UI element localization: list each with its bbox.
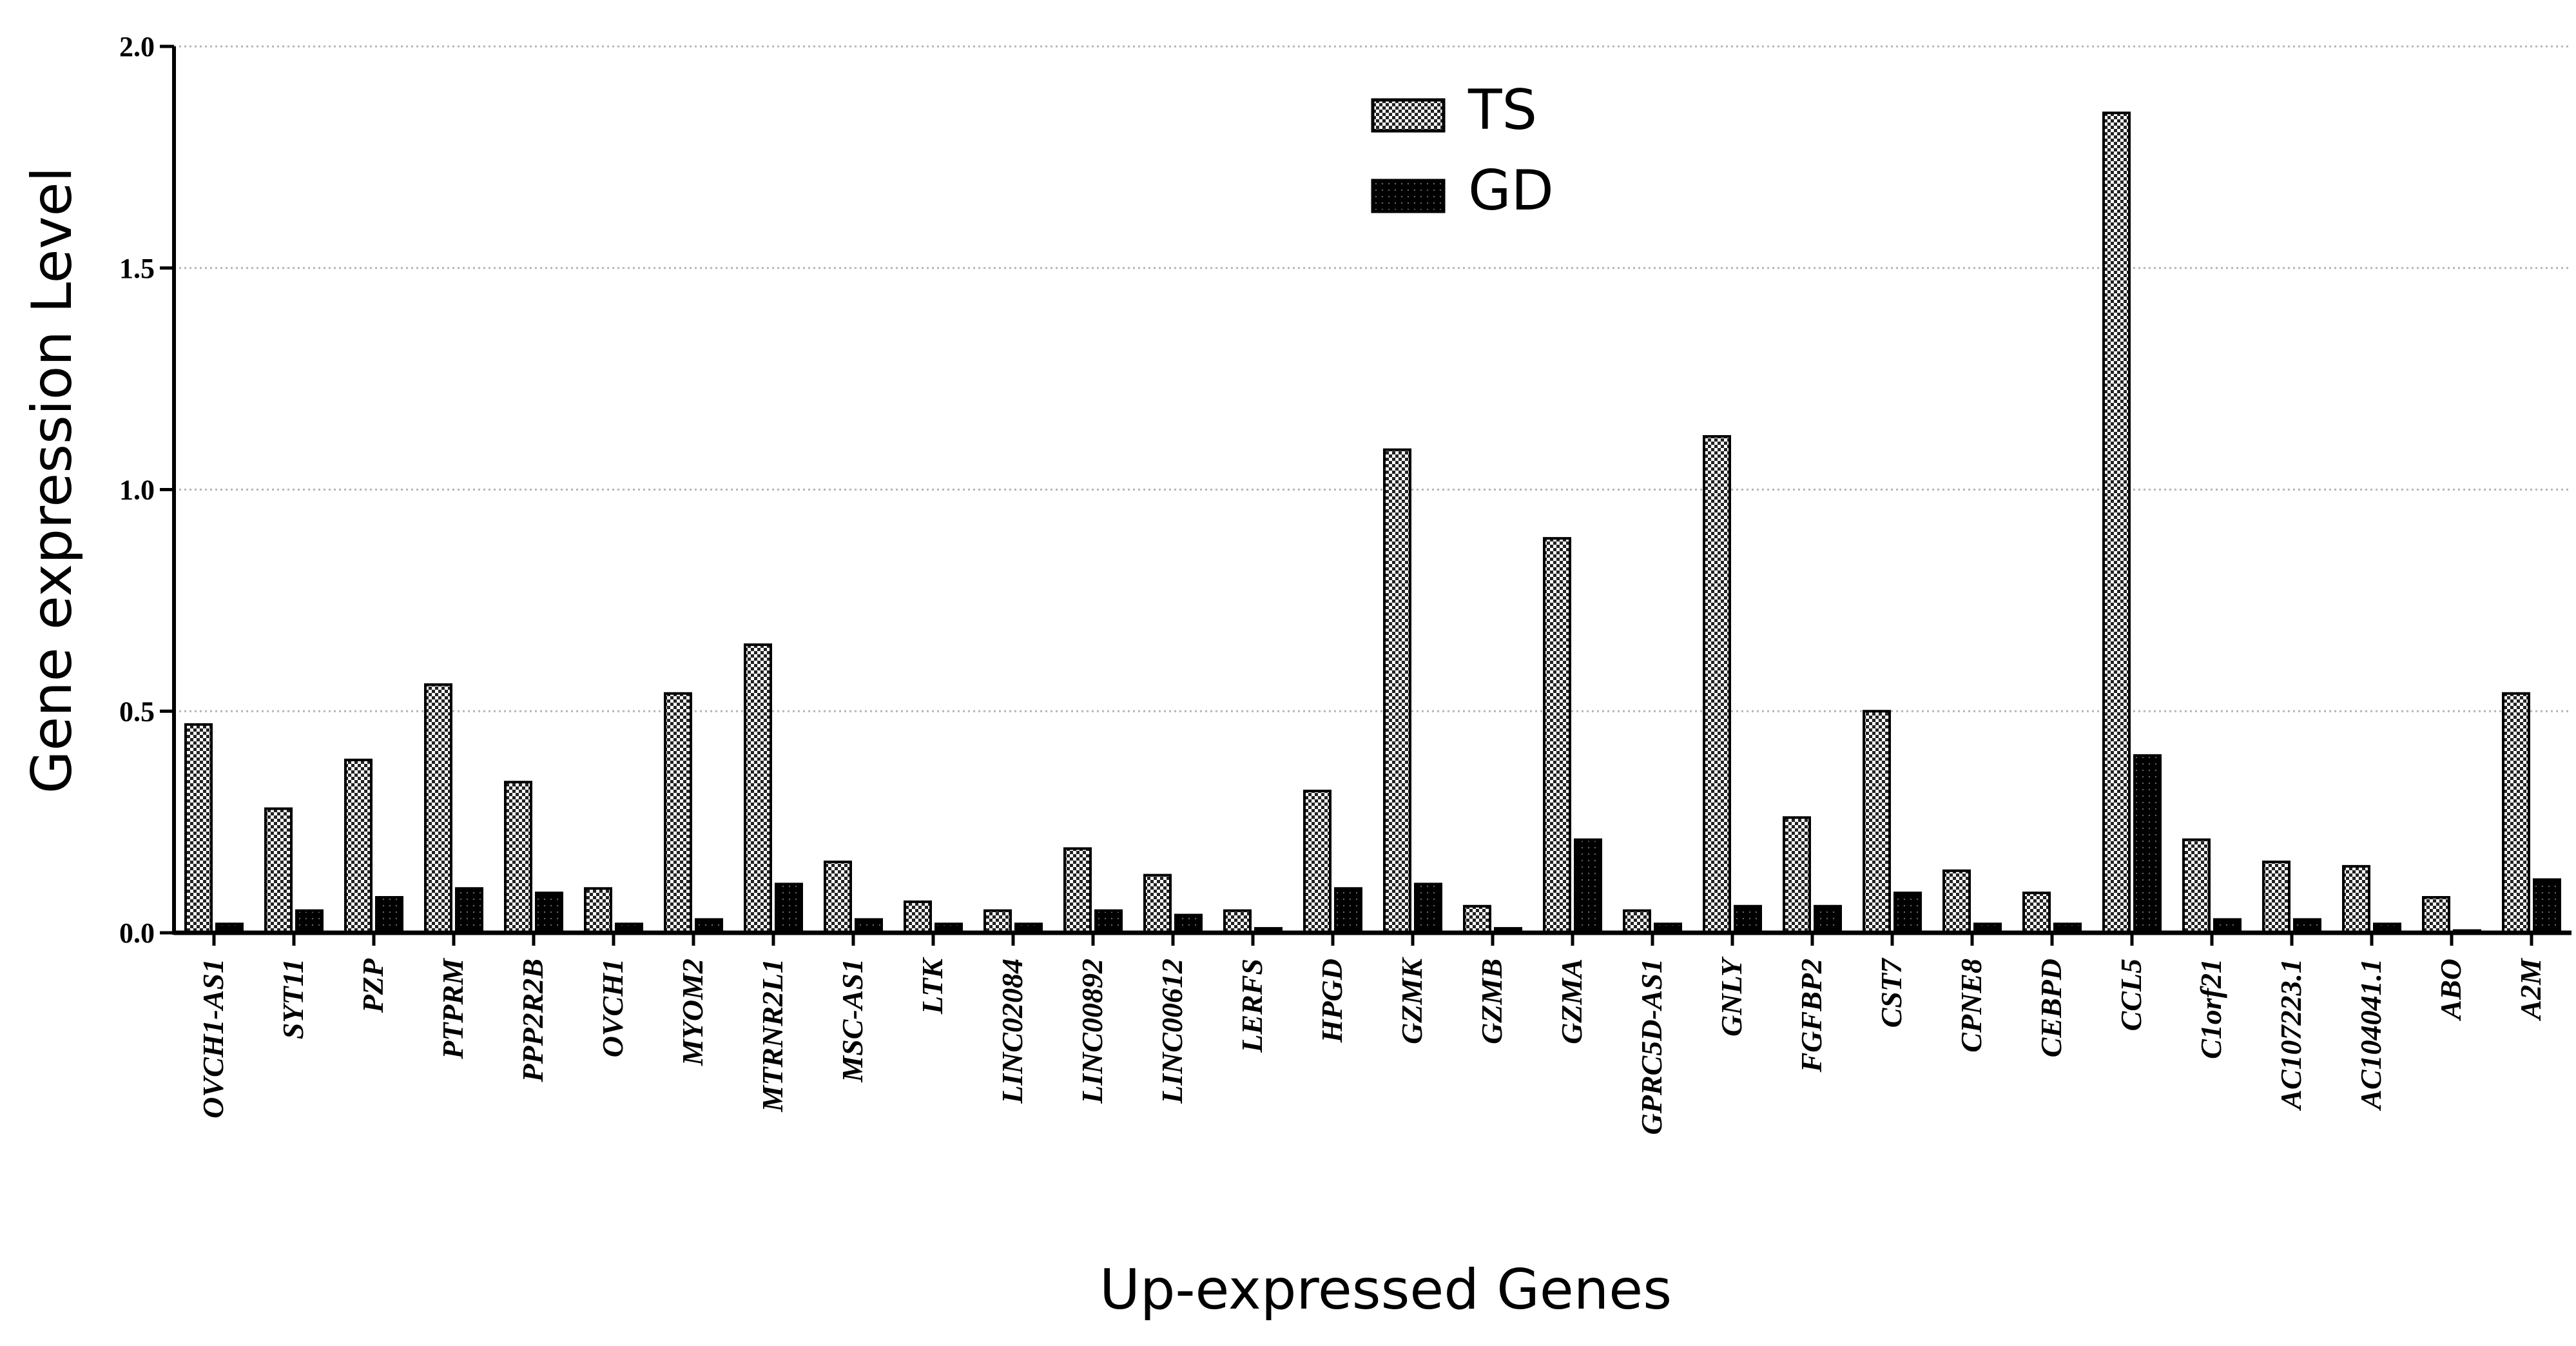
x-tick-label: LINC00892	[1076, 959, 1109, 1104]
bar-ts-myom2	[664, 692, 692, 934]
x-tick-label: LTK	[916, 957, 949, 1015]
bar-gd-ppp2r2b	[535, 892, 563, 934]
bar-gd-pzp	[375, 896, 403, 934]
y-tick-label: 0.0	[119, 917, 155, 949]
legend-label-ts: TS	[1467, 78, 1537, 142]
bar-gd-ptprm	[455, 887, 483, 934]
bar-gd-cst7	[1893, 892, 1922, 934]
bar-gd-gzma	[1574, 838, 1602, 934]
x-tick-label: CPNE8	[1955, 959, 1988, 1053]
x-tick-label: GZMK	[1395, 957, 1428, 1044]
bar-ts-fgfbp2	[1783, 816, 1811, 934]
y-tick-label: 1.5	[119, 253, 155, 284]
x-axis-title: Up-expressed Genes	[1099, 1258, 1672, 1322]
x-tick-label: SYT11	[276, 959, 309, 1039]
x-tick-label: MYOM2	[676, 959, 709, 1066]
bar-ts-hpgd	[1303, 790, 1332, 934]
bar-ts-cst7	[1863, 710, 1891, 934]
bar-gd-syt11	[295, 909, 324, 934]
x-tick-label: GPRC5D-AS1	[1635, 959, 1668, 1135]
bar-ts-ovch1-as1	[184, 723, 213, 934]
x-tick-label: OVCH1	[596, 959, 629, 1057]
bar-ts-msc-as1	[824, 861, 852, 934]
bar-gd-ccl5	[2133, 754, 2162, 934]
x-tick-label: C1orf21	[2194, 959, 2227, 1059]
x-tick-label: A2M	[2514, 957, 2547, 1022]
legend: TS GD	[1371, 78, 1554, 223]
x-tick-label: CST7	[1875, 957, 1908, 1028]
bar-gd-a2m	[2533, 878, 2561, 934]
x-tick-label: PZP	[356, 958, 389, 1013]
bar-ts-linc00892	[1063, 847, 1092, 934]
bar-ts-c1orf21	[2182, 838, 2211, 934]
gridlines	[174, 45, 2571, 712]
bar-gd-linc00892	[1094, 909, 1123, 934]
bar-gd-hpgd	[1334, 887, 1362, 934]
bar-ts-ccl5	[2102, 112, 2131, 934]
bar-ts-linc02084	[983, 909, 1012, 934]
bar-ts-ptprm	[424, 683, 452, 934]
bar-ts-gzmk	[1383, 448, 1411, 934]
x-tick-label: GNLY	[1715, 956, 1748, 1037]
bar-ts-linc00612	[1143, 873, 1172, 934]
bar-ts-ac107223.1	[2262, 861, 2290, 934]
bar-ts-gnly	[1703, 435, 1731, 934]
bar-ts-ltk	[904, 900, 932, 934]
x-tick-label: PPP2R2B	[516, 959, 549, 1083]
x-tick-label: GZMA	[1555, 959, 1588, 1044]
bar-ts-a2m	[2502, 692, 2530, 934]
bar-ts-ac104041.1	[2342, 864, 2370, 934]
x-tick-label: FGFBP2	[1795, 959, 1828, 1073]
bar-gd-gzmk	[1414, 883, 1442, 934]
x-tick-label: PTPRM	[436, 957, 469, 1060]
legend-swatch-ts	[1371, 98, 1446, 133]
bar-ts-mtrnr2l1	[744, 643, 772, 934]
x-tick-label: MSC-AS1	[836, 959, 869, 1083]
x-tick-label: GZMB	[1475, 959, 1508, 1044]
x-tick-label: HPGD	[1315, 959, 1348, 1043]
axes	[172, 46, 2571, 935]
bar-ts-pzp	[344, 758, 373, 934]
x-tick-label: AC104041.1	[2354, 959, 2387, 1111]
y-tick-label: 0.5	[119, 696, 155, 727]
x-tick-label: ABO	[2434, 959, 2467, 1022]
bar-ts-cebpd	[2022, 892, 2051, 934]
bar-gd-fgfbp2	[1814, 904, 1842, 934]
x-tick-label: CCL5	[2115, 959, 2147, 1031]
y-axis-ticks: 0.0 0.5 1.0 1.5 2.0	[119, 31, 174, 949]
bar-ts-gzmb	[1463, 904, 1491, 934]
bar-gd-mtrnr2l1	[775, 883, 803, 934]
bar-ts-gprc5d-as1	[1623, 909, 1651, 934]
bars	[184, 112, 2561, 934]
bar-ts-abo	[2422, 896, 2450, 934]
legend-swatch-gd	[1371, 179, 1446, 213]
x-tick-label: OVCH1-AS1	[197, 959, 229, 1118]
bar-gd-gnly	[1734, 904, 1762, 934]
legend-label-gd: GD	[1468, 159, 1554, 223]
bar-gd-linc00612	[1174, 913, 1203, 934]
bar-ts-cpne8	[1942, 869, 1971, 934]
x-tick-label: MTRNR2L1	[756, 959, 789, 1113]
x-tick-label: LINC00612	[1156, 959, 1188, 1104]
y-tick-label: 2.0	[119, 31, 155, 63]
x-tick-label: CEBPD	[2035, 959, 2068, 1057]
x-tick-label: LINC02084	[996, 959, 1029, 1104]
x-tick-label: LERFS	[1235, 959, 1268, 1053]
bar-ts-lerfs	[1223, 909, 1252, 934]
bar-ts-ovch1	[584, 887, 612, 934]
bar-ts-syt11	[264, 807, 293, 934]
bar-ts-gzma	[1543, 537, 1571, 934]
x-tick-label: AC107223.1	[2274, 959, 2307, 1111]
y-axis-title: Gene expression Level	[20, 167, 84, 794]
y-tick-label: 1.0	[119, 474, 155, 506]
bar-ts-ppp2r2b	[504, 781, 532, 934]
x-axis-tick-labels: OVCH1-AS1 SYT11 PZP PTPRM PPP2R2B OVCH1 MYOM2 M…	[197, 933, 2547, 1135]
